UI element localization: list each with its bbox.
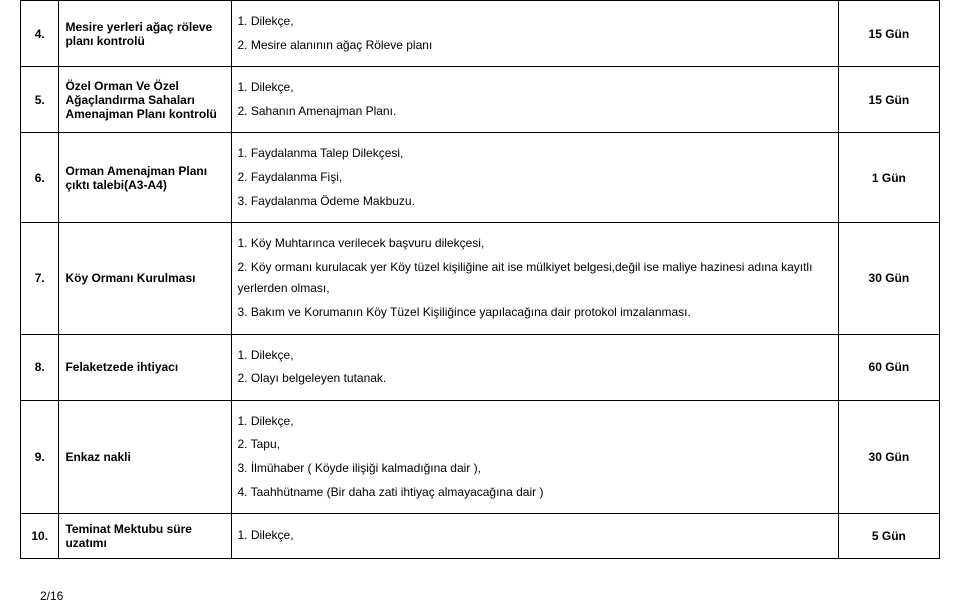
service-name: Özel Orman Ve Özel Ağaçlandırma Sahaları… (59, 67, 231, 133)
duration: 30 Gün (838, 223, 939, 334)
required-documents: 1. Dilekçe,2. Sahanın Amenajman Planı. (231, 67, 838, 133)
duration: 30 Gün (838, 400, 939, 513)
document-line: 2. Sahanın Amenajman Planı. (238, 101, 832, 123)
service-name: Enkaz nakli (59, 400, 231, 513)
row-number: 8. (21, 334, 59, 400)
service-name: Köy Ormanı Kurulması (59, 223, 231, 334)
document-line: 1. Dilekçe, (238, 411, 832, 433)
document-line: 2. Olayı belgeleyen tutanak. (238, 368, 832, 390)
row-number: 7. (21, 223, 59, 334)
document-line: 2. Faydalanma Fişi, (238, 167, 832, 189)
row-number: 5. (21, 67, 59, 133)
table-row: 5.Özel Orman Ve Özel Ağaçlandırma Sahala… (21, 67, 940, 133)
table-row: 8.Felaketzede ihtiyacı1. Dilekçe,2. Olay… (21, 334, 940, 400)
row-number: 10. (21, 514, 59, 559)
service-table: 4.Mesire yerleri ağaç röleve planı kontr… (20, 0, 940, 559)
required-documents: 1. Köy Muhtarınca verilecek başvuru dile… (231, 223, 838, 334)
document-line: 1. Faydalanma Talep Dilekçesi, (238, 143, 832, 165)
table-row: 6.Orman Amenajman Planı çıktı talebi(A3-… (21, 133, 940, 223)
duration: 1 Gün (838, 133, 939, 223)
document-line: 3. Bakım ve Korumanın Köy Tüzel Kişiliği… (238, 302, 832, 324)
duration: 15 Gün (838, 67, 939, 133)
page-footer: 2/16 (40, 589, 63, 603)
document-line: 1. Dilekçe, (238, 77, 832, 99)
document-line: 2. Köy ormanı kurulacak yer Köy tüzel ki… (238, 257, 832, 300)
document-line: 2. Mesire alanının ağaç Röleve planı (238, 35, 832, 57)
document-line: 1. Dilekçe, (238, 525, 832, 547)
table-row: 9.Enkaz nakli1. Dilekçe,2. Tapu,3. İlmüh… (21, 400, 940, 513)
table-row: 7.Köy Ormanı Kurulması 1. Köy Muhtarınca … (21, 223, 940, 334)
document-line: 2. Tapu, (238, 434, 832, 456)
service-name: Felaketzede ihtiyacı (59, 334, 231, 400)
service-name: Mesire yerleri ağaç röleve planı kontrol… (59, 1, 231, 67)
row-number: 4. (21, 1, 59, 67)
required-documents: 1. Faydalanma Talep Dilekçesi,2. Faydala… (231, 133, 838, 223)
document-line: 1. Dilekçe, (238, 11, 832, 33)
duration: 5 Gün (838, 514, 939, 559)
document-line: 1. Dilekçe, (238, 345, 832, 367)
table-row: 4.Mesire yerleri ağaç röleve planı kontr… (21, 1, 940, 67)
service-name: Orman Amenajman Planı çıktı talebi(A3-A4… (59, 133, 231, 223)
required-documents: 1. Dilekçe,2. Olayı belgeleyen tutanak. (231, 334, 838, 400)
document-line: 3. Faydalanma Ödeme Makbuzu. (238, 191, 832, 213)
duration: 60 Gün (838, 334, 939, 400)
row-number: 9. (21, 400, 59, 513)
service-name: Teminat Mektubu süre uzatımı (59, 514, 231, 559)
document-line: 4. Taahhütname (Bir daha zati ihtiyaç al… (238, 482, 832, 504)
table-row: 10.Teminat Mektubu süre uzatımı 1. Dilekç… (21, 514, 940, 559)
duration: 15 Gün (838, 1, 939, 67)
document-line: 3. İlmühaber ( Köyde ilişiği kalmadığına… (238, 458, 832, 480)
required-documents: 1. Dilekçe,2. Mesire alanının ağaç Rölev… (231, 1, 838, 67)
row-number: 6. (21, 133, 59, 223)
required-documents: 1. Dilekçe,2. Tapu,3. İlmühaber ( Köyde … (231, 400, 838, 513)
document-line: 1. Köy Muhtarınca verilecek başvuru dile… (238, 233, 832, 255)
required-documents: 1. Dilekçe, (231, 514, 838, 559)
